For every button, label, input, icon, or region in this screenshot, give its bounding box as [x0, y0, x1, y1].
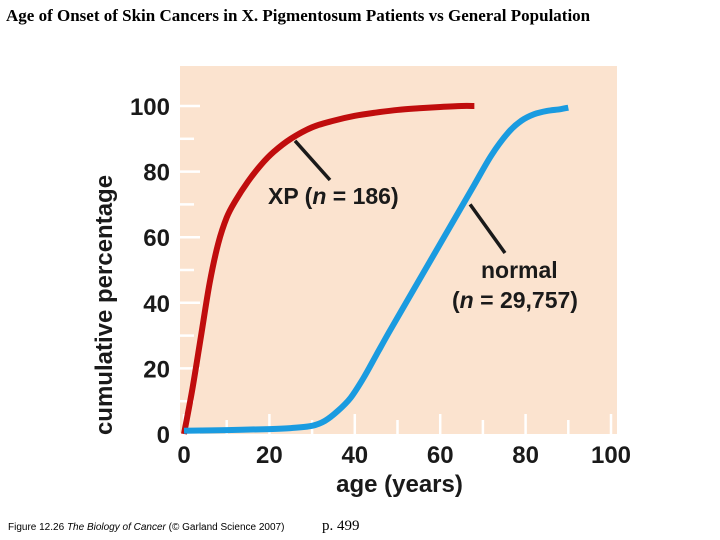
x-tick-label: 40: [341, 442, 368, 469]
caption-book-title: The Biology of Cancer: [66, 522, 166, 533]
x-tick-label: 60: [427, 442, 454, 469]
xp-leader-line: [293, 139, 332, 182]
y-tick-label: 20: [143, 356, 170, 383]
series-label-normal-count: (n = 29,757): [452, 287, 578, 313]
plot-background: [180, 66, 617, 434]
caption-figure-number: Figure 12.26: [8, 522, 65, 533]
y-tick-label: 40: [143, 291, 170, 318]
y-tick-label: 80: [143, 160, 170, 187]
caption-copyright: (© Garland Science 2007): [168, 522, 285, 533]
x-tick-label: 20: [256, 442, 283, 469]
series-line-xp: [181, 102, 475, 435]
x-tick-label: 0: [177, 442, 190, 469]
y-tick-label: 60: [143, 225, 170, 252]
x-tick-label: 80: [512, 442, 539, 469]
x-tick-label: 100: [591, 442, 631, 469]
y-tick-label: 0: [157, 422, 170, 449]
slide-title: Age of Onset of Skin Cancers in X. Pigme…: [6, 6, 591, 25]
y-tick-label: 100: [130, 94, 170, 121]
y-axis-label: cumulative percentage: [91, 175, 118, 435]
page-reference: p. 499: [322, 518, 360, 534]
series-label-xp: XP (n = 186): [268, 183, 399, 209]
x-axis-label: age (years): [336, 471, 463, 498]
figure-caption: Figure 12.26 The Biology of Cancer (© Ga…: [8, 522, 284, 533]
normal-leader-line: [468, 203, 507, 255]
series-label-normal: normal: [481, 257, 558, 283]
series-line-normal: [183, 104, 569, 434]
